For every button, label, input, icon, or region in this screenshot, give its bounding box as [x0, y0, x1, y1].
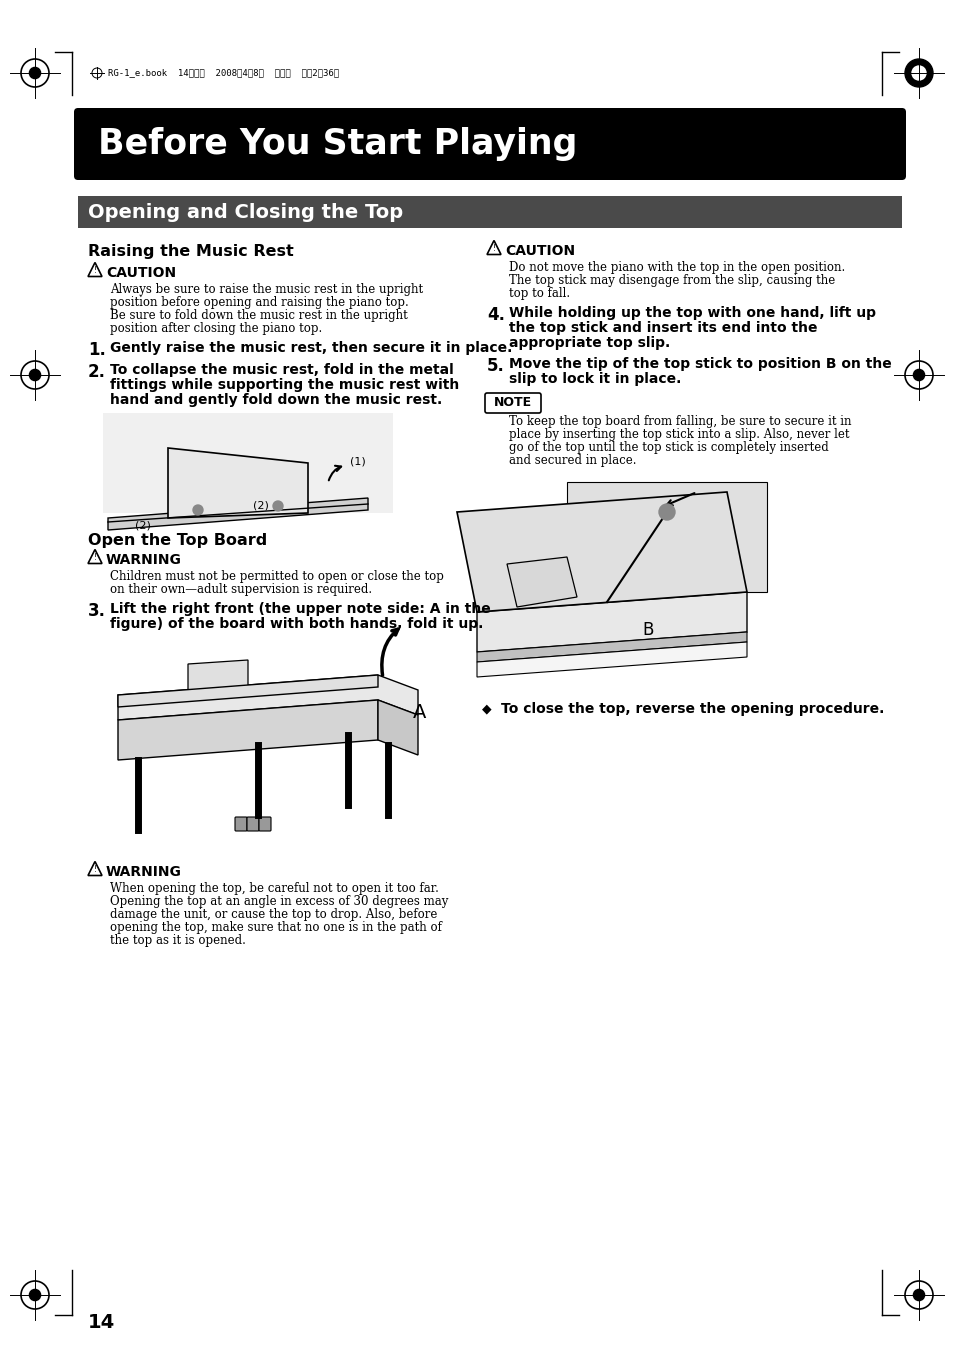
- Text: !: !: [93, 866, 96, 874]
- FancyBboxPatch shape: [258, 817, 271, 831]
- Circle shape: [30, 1289, 41, 1301]
- Text: Always be sure to raise the music rest in the upright: Always be sure to raise the music rest i…: [110, 282, 423, 296]
- Text: While holding up the top with one hand, lift up: While holding up the top with one hand, …: [509, 305, 875, 320]
- Text: top to fall.: top to fall.: [509, 286, 570, 300]
- Text: Lift the right front (the upper note side: A in the: Lift the right front (the upper note sid…: [110, 603, 490, 616]
- Text: Open the Top Board: Open the Top Board: [88, 534, 267, 549]
- Polygon shape: [506, 557, 577, 607]
- Text: NOTE: NOTE: [494, 396, 532, 409]
- Polygon shape: [476, 632, 746, 662]
- Polygon shape: [118, 700, 377, 761]
- Text: Gently raise the music rest, then secure it in place.: Gently raise the music rest, then secure…: [110, 340, 512, 355]
- FancyBboxPatch shape: [247, 817, 258, 831]
- Text: damage the unit, or cause the top to drop. Also, before: damage the unit, or cause the top to dro…: [110, 908, 436, 921]
- FancyBboxPatch shape: [566, 482, 766, 592]
- Text: ◆: ◆: [481, 703, 491, 715]
- Text: position before opening and raising the piano top.: position before opening and raising the …: [110, 296, 408, 309]
- Text: (2): (2): [253, 501, 269, 511]
- Text: opening the top, make sure that no one is in the path of: opening the top, make sure that no one i…: [110, 921, 441, 934]
- Text: Raising the Music Rest: Raising the Music Rest: [88, 245, 294, 259]
- Polygon shape: [108, 499, 368, 530]
- Polygon shape: [118, 676, 377, 707]
- Text: The top stick may disengage from the slip, causing the: The top stick may disengage from the sli…: [509, 274, 835, 286]
- Text: When opening the top, be careful not to open it too far.: When opening the top, be careful not to …: [110, 882, 438, 894]
- Text: 2.: 2.: [88, 363, 106, 381]
- FancyBboxPatch shape: [74, 108, 905, 180]
- Text: WARNING: WARNING: [106, 553, 182, 567]
- FancyBboxPatch shape: [103, 413, 393, 513]
- Text: !: !: [93, 554, 96, 562]
- Text: 3.: 3.: [88, 603, 106, 620]
- Text: Be sure to fold down the music rest in the upright: Be sure to fold down the music rest in t…: [110, 309, 407, 322]
- Text: To close the top, reverse the opening procedure.: To close the top, reverse the opening pr…: [500, 703, 883, 716]
- Text: appropriate top slip.: appropriate top slip.: [509, 336, 670, 350]
- Circle shape: [659, 504, 675, 520]
- Text: CAUTION: CAUTION: [504, 245, 575, 258]
- Text: the top stick and insert its end into the: the top stick and insert its end into th…: [509, 322, 817, 335]
- Text: position after closing the piano top.: position after closing the piano top.: [110, 322, 322, 335]
- Circle shape: [912, 1289, 923, 1301]
- Polygon shape: [456, 492, 746, 612]
- Text: the top as it is opened.: the top as it is opened.: [110, 934, 246, 947]
- Text: CAUTION: CAUTION: [106, 266, 176, 280]
- FancyBboxPatch shape: [234, 817, 247, 831]
- Text: !: !: [492, 245, 495, 254]
- Text: hand and gently fold down the music rest.: hand and gently fold down the music rest…: [110, 393, 442, 407]
- Text: go of the top until the top stick is completely inserted: go of the top until the top stick is com…: [509, 440, 828, 454]
- Text: (1): (1): [350, 457, 365, 466]
- Polygon shape: [168, 449, 308, 517]
- Text: and secured in place.: and secured in place.: [509, 454, 636, 467]
- Text: slip to lock it in place.: slip to lock it in place.: [509, 372, 680, 386]
- Text: WARNING: WARNING: [106, 865, 182, 880]
- Text: 14: 14: [88, 1313, 115, 1332]
- Text: B: B: [641, 621, 653, 639]
- Text: (2): (2): [135, 520, 151, 530]
- Text: place by inserting the top stick into a slip. Also, never let: place by inserting the top stick into a …: [509, 428, 848, 440]
- Text: Move the tip of the top stick to position B on the: Move the tip of the top stick to positio…: [509, 357, 891, 372]
- Circle shape: [911, 66, 925, 80]
- Circle shape: [912, 369, 923, 381]
- Text: Opening and Closing the Top: Opening and Closing the Top: [88, 203, 403, 222]
- Polygon shape: [188, 661, 248, 694]
- FancyBboxPatch shape: [78, 196, 901, 228]
- Polygon shape: [476, 592, 746, 653]
- Circle shape: [30, 68, 41, 78]
- Polygon shape: [118, 676, 417, 720]
- Text: To keep the top board from falling, be sure to secure it in: To keep the top board from falling, be s…: [509, 415, 851, 428]
- Text: on their own—adult supervision is required.: on their own—adult supervision is requir…: [110, 584, 372, 596]
- Text: A: A: [413, 703, 426, 721]
- Circle shape: [193, 505, 203, 515]
- Circle shape: [30, 369, 41, 381]
- Text: Opening the top at an angle in excess of 30 degrees may: Opening the top at an angle in excess of…: [110, 894, 448, 908]
- Polygon shape: [377, 700, 417, 755]
- Text: Children must not be permitted to open or close the top: Children must not be permitted to open o…: [110, 570, 443, 584]
- Text: Before You Start Playing: Before You Start Playing: [98, 127, 577, 161]
- Text: 4.: 4.: [486, 305, 504, 324]
- Text: RG-1_e.book  14ページ  2008年4月8日  火曜日  午後2時36分: RG-1_e.book 14ページ 2008年4月8日 火曜日 午後2時36分: [108, 69, 338, 77]
- Circle shape: [273, 501, 283, 511]
- Circle shape: [904, 59, 932, 86]
- Text: Do not move the piano with the top in the open position.: Do not move the piano with the top in th…: [509, 261, 844, 274]
- Polygon shape: [476, 642, 746, 677]
- FancyBboxPatch shape: [484, 393, 540, 413]
- Text: 5.: 5.: [486, 357, 504, 376]
- Text: !: !: [93, 266, 96, 276]
- Text: figure) of the board with both hands, fold it up.: figure) of the board with both hands, fo…: [110, 617, 483, 631]
- Text: To collapse the music rest, fold in the metal: To collapse the music rest, fold in the …: [110, 363, 454, 377]
- Text: fittings while supporting the music rest with: fittings while supporting the music rest…: [110, 378, 458, 392]
- Text: 1.: 1.: [88, 340, 106, 359]
